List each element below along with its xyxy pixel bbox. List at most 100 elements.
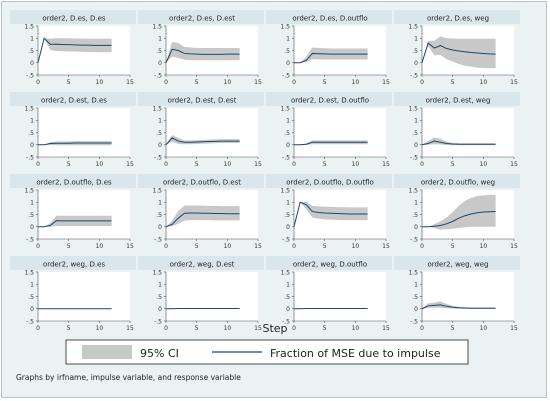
- x-tick-label: 15: [510, 243, 518, 250]
- ci-band: [294, 47, 368, 63]
- y-tick-label: -.5: [282, 72, 290, 79]
- x-tick-label: 0: [36, 161, 40, 168]
- plot-area: [166, 108, 258, 157]
- x-tick-label: 0: [292, 325, 296, 332]
- x-tick-label: 15: [254, 325, 262, 332]
- y-tick-label: 0: [414, 60, 418, 67]
- x-tick-label: 0: [292, 79, 296, 86]
- y-tick-label: .5: [412, 130, 418, 137]
- plot-area: [422, 272, 514, 321]
- y-tick-label: 1: [30, 282, 34, 289]
- panel-title: order2, D.es, D.outflo: [292, 15, 367, 23]
- legend-box: [65, 339, 469, 365]
- plot-area: [166, 272, 258, 321]
- fevd-line: [421, 304, 496, 310]
- x-tick-label: 10: [224, 161, 232, 168]
- fevd-line: [38, 142, 112, 146]
- x-tick-label: 0: [36, 243, 40, 250]
- legend-ci-label: 95% CI: [140, 347, 179, 360]
- x-tick-label: 0: [36, 79, 40, 86]
- fevd-line: [38, 220, 112, 228]
- x-tick-label: 10: [224, 325, 232, 332]
- x-tick-label: 5: [323, 243, 327, 250]
- panel-title-bar: [394, 10, 520, 24]
- x-tick-label: 5: [195, 243, 199, 250]
- x-tick-label: 5: [67, 161, 71, 168]
- x-tick-label: 15: [510, 325, 518, 332]
- plot-area: [294, 108, 386, 157]
- panel-title: order2, D.est, D.est: [168, 97, 237, 105]
- panel-title: order2, D.es, D.est: [169, 15, 235, 23]
- y-tick-label: 0: [158, 224, 162, 231]
- y-tick-label: 1: [30, 36, 34, 43]
- x-tick-label: 5: [451, 161, 455, 168]
- y-tick-label: 1.5: [408, 105, 418, 112]
- y-tick-label: 1: [286, 36, 290, 43]
- fevd-line: [293, 201, 368, 227]
- panel-title: order2, weg, D.es: [43, 261, 105, 269]
- y-tick-label: -.5: [410, 236, 418, 243]
- fevd-line: [165, 48, 240, 63]
- x-tick-label: 5: [323, 325, 327, 332]
- x-tick-label: 0: [164, 161, 168, 168]
- ci-band: [422, 137, 496, 146]
- y-tick-label: 1.5: [408, 269, 418, 276]
- y-tick-label: -.5: [26, 72, 34, 79]
- panel-title: order2, weg, D.est: [170, 261, 235, 269]
- y-tick-label: 1.5: [408, 187, 418, 194]
- plot-area: [38, 190, 130, 239]
- fevd-line: [165, 212, 240, 228]
- y-tick-label: .5: [284, 130, 290, 137]
- y-tick-label: 1.5: [152, 105, 162, 112]
- y-tick-label: .5: [156, 48, 162, 55]
- y-tick-label: 1: [414, 282, 418, 289]
- x-tick-label: 15: [254, 243, 262, 250]
- y-tick-label: 1: [286, 200, 290, 207]
- y-tick-label: 1: [158, 118, 162, 125]
- y-tick-label: -.5: [154, 72, 162, 79]
- y-tick-label: 0: [286, 224, 290, 231]
- y-tick-label: 1.5: [152, 269, 162, 276]
- y-tick-label: 1.5: [24, 105, 34, 112]
- x-tick-label: 5: [451, 243, 455, 250]
- ci-band: [166, 41, 240, 63]
- x-tick-label: 15: [254, 79, 262, 86]
- x-tick-label: 0: [420, 325, 424, 332]
- panel-title-bar: [394, 256, 520, 270]
- y-tick-label: 1.5: [408, 23, 418, 30]
- y-tick-label: 1.5: [280, 105, 290, 112]
- y-tick-label: -.5: [154, 236, 162, 243]
- panel-title-bar: [138, 92, 264, 106]
- x-tick-label: 5: [195, 325, 199, 332]
- panel-title: order2, D.outflo, D.outflo: [286, 179, 374, 187]
- fevd-line: [37, 37, 112, 63]
- x-tick-label: 0: [292, 161, 296, 168]
- panel-title-bar: [138, 256, 264, 270]
- fevd-line: [294, 141, 368, 146]
- y-tick-label: .5: [28, 48, 34, 55]
- x-tick-label: 5: [195, 79, 199, 86]
- ci-band: [166, 205, 240, 227]
- y-tick-label: .5: [156, 212, 162, 219]
- y-tick-label: .5: [412, 212, 418, 219]
- panel-title-bar: [10, 256, 136, 270]
- y-tick-label: -.5: [282, 154, 290, 161]
- x-tick-label: 10: [480, 161, 488, 168]
- x-tick-label: 5: [67, 325, 71, 332]
- y-tick-label: 1: [286, 282, 290, 289]
- x-tick-label: 10: [352, 325, 360, 332]
- y-tick-label: -.5: [26, 318, 34, 325]
- x-tick-label: 10: [480, 325, 488, 332]
- panel-title-bar: [266, 10, 392, 24]
- y-tick-label: 1: [414, 118, 418, 125]
- y-tick-label: 0: [158, 60, 162, 67]
- y-tick-label: 0: [158, 306, 162, 313]
- x-tick-label: 15: [382, 243, 390, 250]
- x-tick-label: 15: [126, 243, 134, 250]
- y-tick-label: -.5: [410, 154, 418, 161]
- x-tick-label: 5: [323, 79, 327, 86]
- x-tick-label: 15: [254, 161, 262, 168]
- x-tick-label: 10: [96, 161, 104, 168]
- x-tick-label: 5: [67, 79, 71, 86]
- fevd-line: [422, 211, 496, 228]
